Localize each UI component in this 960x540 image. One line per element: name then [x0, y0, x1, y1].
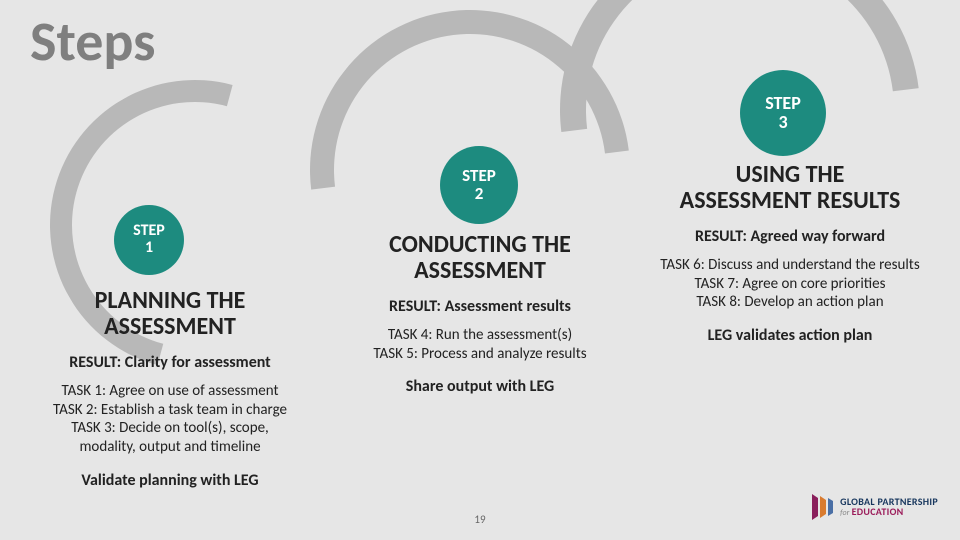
logo-line-2: for [840, 508, 849, 518]
badge-number: 2 [475, 185, 484, 203]
step-2-result: RESULT: Assessment results [330, 297, 630, 316]
step-2-tasks: TASK 4: Run the assessment(s) TASK 5: Pr… [330, 326, 630, 364]
step-2-footer: Share output with LEG [330, 377, 630, 396]
step-3-tasks: TASK 6: Discuss and understand the resul… [630, 256, 950, 312]
step-1-footer: Validate planning with LEG [20, 471, 320, 490]
badge-step-3: STEP 3 [740, 70, 826, 156]
badge-number: 1 [145, 240, 153, 257]
badge-step-2: STEP 2 [440, 146, 518, 224]
badge-number: 3 [778, 113, 787, 132]
step-3-footer: LEG validates action plan [630, 326, 950, 345]
heading-line: ASSESSMENT [104, 312, 236, 341]
task-line: TASK 2: Establish a task team in charge [20, 401, 320, 420]
heading-line: ASSESSMENT [414, 256, 546, 285]
step-2-heading: CONDUCTING THE ASSESSMENT [330, 232, 630, 285]
logo-text: GLOBAL PARTNERSHIP for EDUCATION [840, 497, 938, 518]
step-2-column: CONDUCTING THE ASSESSMENT RESULT: Assess… [330, 232, 630, 396]
heading-line: PLANNING THE [95, 286, 246, 315]
step-1-column: PLANNING THE ASSESSMENT RESULT: Clarity … [20, 288, 320, 490]
logo-icon [808, 492, 834, 522]
step-1-result: RESULT: Clarity for assessment [20, 353, 320, 372]
task-line: modality, output and timeline [20, 438, 320, 457]
page-number: 19 [474, 513, 485, 526]
step-3-result: RESULT: Agreed way forward [630, 227, 950, 246]
step-3-column: USING THE ASSESSMENT RESULTS RESULT: Agr… [630, 162, 950, 345]
step-1-heading: PLANNING THE ASSESSMENT [20, 288, 320, 341]
badge-step-1: STEP 1 [114, 205, 184, 275]
task-line: TASK 8: Develop an action plan [630, 293, 950, 312]
step-3-heading: USING THE ASSESSMENT RESULTS [630, 162, 950, 215]
heading-line: USING THE [736, 160, 845, 189]
page-title: Steps [30, 8, 156, 76]
step-1-tasks: TASK 1: Agree on use of assessment TASK … [20, 382, 320, 457]
gpe-logo: GLOBAL PARTNERSHIP for EDUCATION [808, 492, 938, 522]
task-line: TASK 4: Run the assessment(s) [330, 326, 630, 345]
task-line: TASK 7: Agree on core priorities [630, 275, 950, 294]
logo-line-3: EDUCATION [852, 505, 904, 518]
task-line: TASK 5: Process and analyze results [330, 345, 630, 364]
task-line: TASK 3: Decide on tool(s), scope, [20, 419, 320, 438]
heading-line: ASSESSMENT RESULTS [680, 186, 901, 215]
heading-line: CONDUCTING THE [389, 230, 571, 259]
task-line: TASK 1: Agree on use of assessment [20, 382, 320, 401]
task-line: TASK 6: Discuss and understand the resul… [630, 256, 950, 275]
